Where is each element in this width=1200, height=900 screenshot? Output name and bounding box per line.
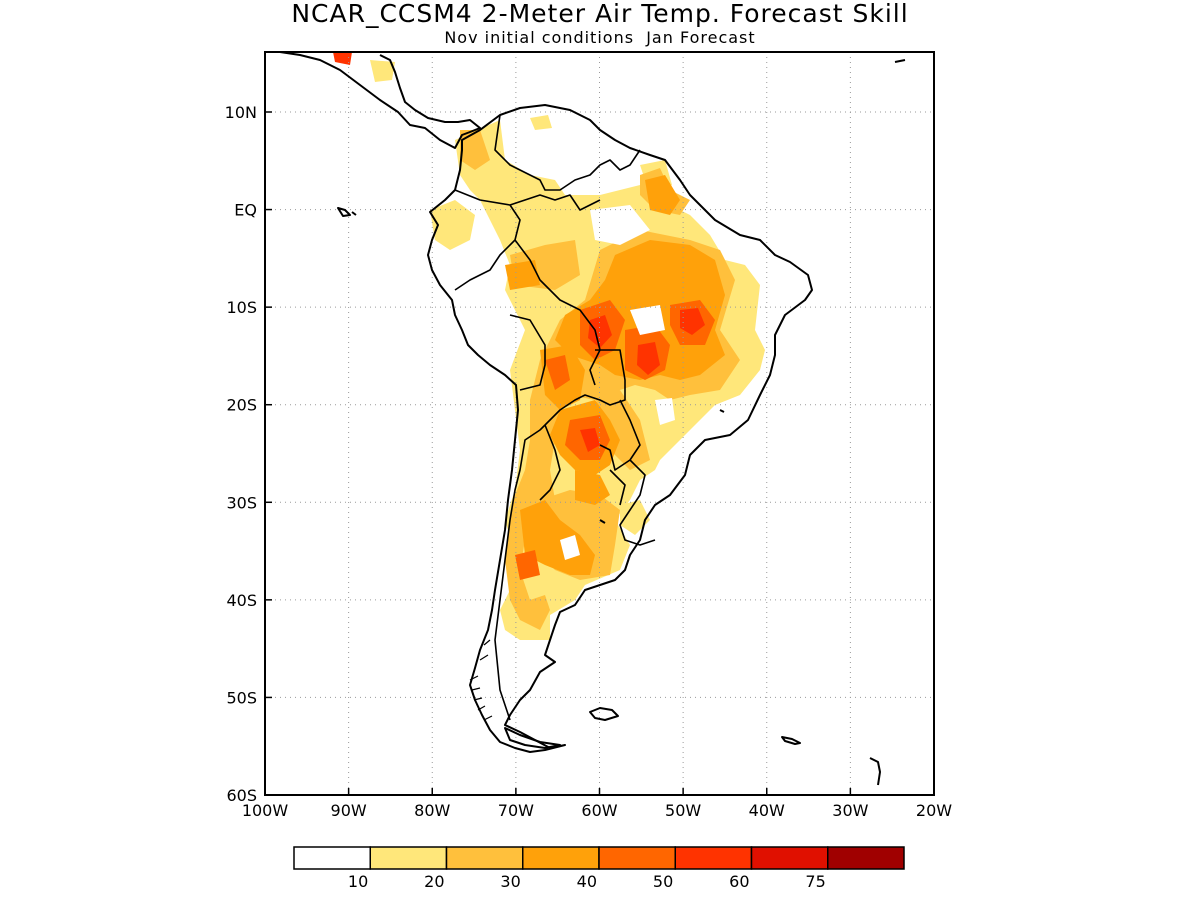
tierra-del-fuego bbox=[504, 727, 561, 749]
colorbar-swatch bbox=[445, 846, 524, 870]
country-borders bbox=[454, 114, 656, 721]
colorbar-label: 40 bbox=[577, 872, 597, 891]
small-islands bbox=[599, 59, 906, 786]
colorbar-swatch bbox=[293, 846, 371, 870]
skill-gaps bbox=[560, 205, 675, 560]
colorbar-label: 30 bbox=[500, 872, 520, 891]
colorbar-label: 50 bbox=[653, 872, 673, 891]
coastlines bbox=[279, 52, 906, 786]
lat-tick-label: 60S bbox=[226, 786, 257, 805]
lat-tick-label: 40S bbox=[226, 591, 257, 610]
skill-level-50-60 bbox=[333, 52, 705, 452]
south-georgia bbox=[781, 736, 801, 745]
colorbar-swatch bbox=[522, 846, 600, 870]
lat-tick-label: 20S bbox=[226, 396, 257, 415]
colorbar-label: 20 bbox=[424, 872, 444, 891]
colorbar-swatch bbox=[369, 846, 448, 870]
lat-tick-label: 10S bbox=[226, 298, 257, 317]
lon-tick-label: 40W bbox=[749, 801, 785, 820]
lat-tick-label: 50S bbox=[226, 688, 257, 707]
galapagos-islands bbox=[337, 207, 357, 217]
lat-tick-label: 30S bbox=[226, 493, 257, 512]
colorbar: 10 20 30 40 50 60 75 bbox=[293, 846, 905, 891]
lon-tick-label: 90W bbox=[331, 801, 367, 820]
axis-ticks bbox=[264, 111, 935, 796]
map-title: NCAR_CCSM4 2-Meter Air Temp. Forecast Sk… bbox=[291, 0, 909, 28]
lon-tick-label: 100W bbox=[242, 801, 289, 820]
lat-tick-label: 10N bbox=[225, 103, 257, 122]
colorbar-swatch bbox=[750, 846, 829, 870]
colorbar-label: 60 bbox=[729, 872, 749, 891]
lon-tick-label: 50W bbox=[665, 801, 701, 820]
lon-tick-label: 30W bbox=[832, 801, 868, 820]
south-america-coast bbox=[427, 104, 813, 753]
chile-fjords bbox=[469, 639, 493, 721]
colorbar-swatch bbox=[598, 846, 676, 870]
lat-tick-label: EQ bbox=[234, 201, 257, 220]
skill-shading bbox=[333, 52, 765, 640]
central-america-coast bbox=[279, 52, 481, 149]
map-subtitle: Nov initial conditions Jan Forecast bbox=[444, 28, 756, 47]
falkland-islands bbox=[589, 707, 619, 721]
lon-tick-label: 20W bbox=[916, 801, 952, 820]
colorbar-swatch bbox=[674, 846, 753, 870]
lon-tick-label: 60W bbox=[581, 801, 617, 820]
colorbar-swatch bbox=[827, 846, 905, 870]
lon-tick-label: 70W bbox=[498, 801, 534, 820]
colorbar-label: 10 bbox=[348, 872, 368, 891]
colorbar-label: 75 bbox=[805, 872, 825, 891]
lon-tick-label: 80W bbox=[414, 801, 450, 820]
